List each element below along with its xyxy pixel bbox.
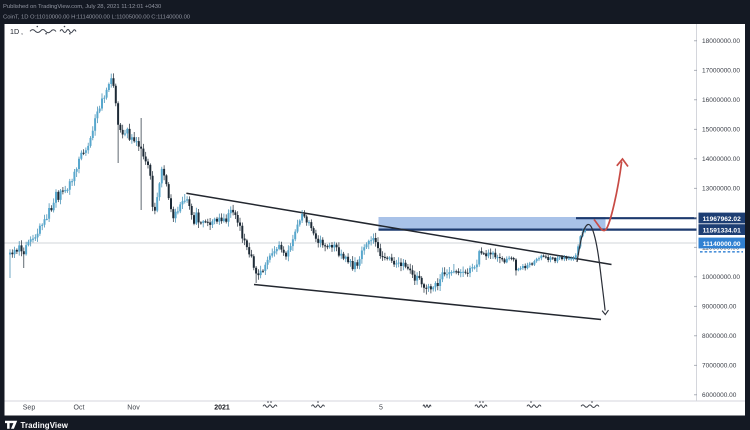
svg-text:13000000.00: 13000000.00 bbox=[702, 186, 740, 193]
svg-text:Nov: Nov bbox=[127, 405, 140, 412]
svg-text:Oct: Oct bbox=[74, 405, 85, 412]
svg-text:11967962.02: 11967962.02 bbox=[703, 216, 741, 223]
svg-text:8000000.00: 8000000.00 bbox=[702, 333, 737, 340]
svg-text:6000000.00: 6000000.00 bbox=[702, 392, 737, 399]
svg-text:5: 5 bbox=[379, 405, 383, 412]
svg-text:,: , bbox=[21, 27, 23, 36]
svg-text:15000000.00: 15000000.00 bbox=[702, 127, 740, 134]
svg-text:14000000.00: 14000000.00 bbox=[702, 156, 740, 163]
svg-text:16000000.00: 16000000.00 bbox=[702, 97, 740, 104]
svg-text:9000000.00: 9000000.00 bbox=[702, 304, 737, 311]
svg-text:17000000.00: 17000000.00 bbox=[702, 68, 740, 75]
svg-text:Sep: Sep bbox=[23, 405, 36, 412]
svg-text:1D: 1D bbox=[10, 27, 19, 36]
svg-text:11591334.01: 11591334.01 bbox=[703, 227, 741, 234]
svg-text:Published on TradingView.com,: Published on TradingView.com, July 28, 2… bbox=[3, 4, 162, 10]
svg-text:18000000.00: 18000000.00 bbox=[702, 38, 740, 45]
svg-text:7000000.00: 7000000.00 bbox=[702, 363, 737, 370]
svg-text:11140000.00: 11140000.00 bbox=[703, 241, 741, 248]
svg-text:10000000.00: 10000000.00 bbox=[702, 274, 740, 281]
svg-text:2021: 2021 bbox=[214, 405, 230, 412]
svg-text:TradingView: TradingView bbox=[21, 421, 69, 430]
svg-text:CoinT, 1D O:11010000.00 H:1114: CoinT, 1D O:11010000.00 H:11140000.00 L:… bbox=[3, 15, 191, 21]
